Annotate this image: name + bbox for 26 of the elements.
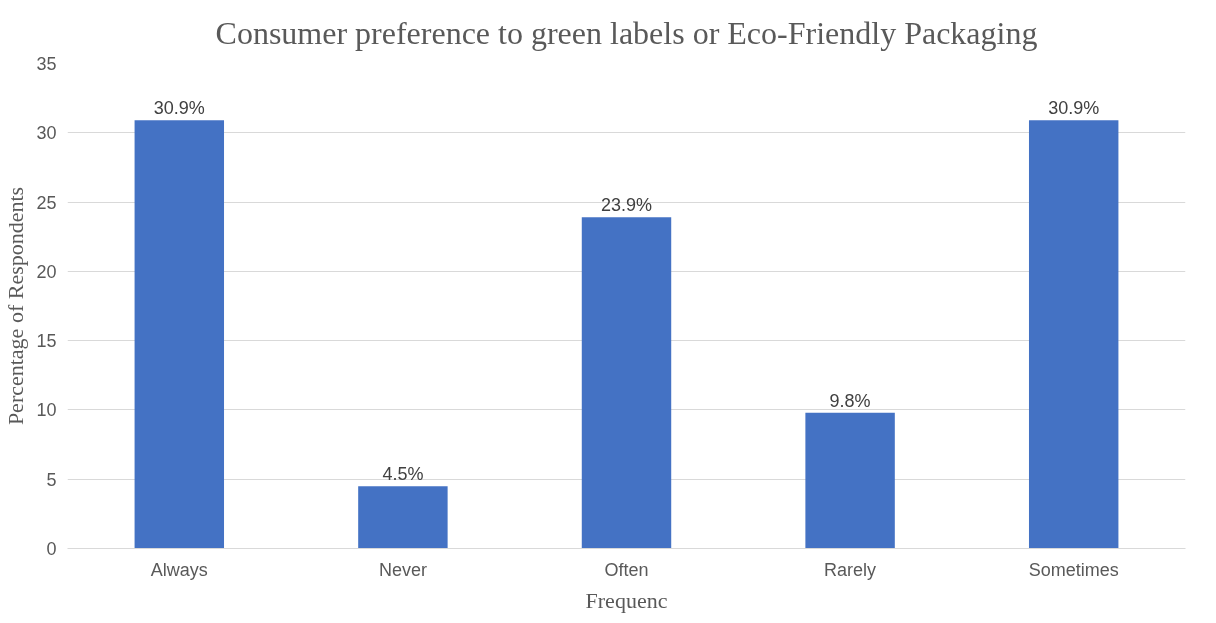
y-tick-label: 25	[36, 192, 57, 213]
x-tick-label: Sometimes	[1028, 559, 1119, 580]
data-label: 30.9%	[1048, 98, 1100, 119]
x-tick-label: Often	[604, 559, 649, 580]
data-label: 4.5%	[382, 464, 424, 485]
x-tick-label: Always	[150, 559, 208, 580]
y-tick-label: 20	[36, 261, 57, 282]
chart-title: Consumer preference to green labels or Eco-Friendly Packaging	[215, 15, 1038, 51]
x-tick-label: Never	[378, 559, 427, 580]
bar	[1028, 120, 1119, 549]
x-tick-label: Rarely	[824, 559, 877, 580]
bar	[805, 412, 895, 549]
bar	[581, 217, 672, 549]
data-label: 30.9%	[153, 98, 205, 119]
y-tick-label: 15	[36, 331, 57, 352]
y-tick-label: 35	[36, 54, 57, 74]
y-tick-label: 0	[46, 539, 57, 559]
y-tick-label: 30	[36, 123, 57, 144]
bar	[358, 486, 448, 549]
data-label: 9.8%	[829, 390, 871, 411]
bar	[134, 120, 225, 549]
y-tick-label: 5	[46, 469, 57, 490]
y-tick-label: 10	[36, 400, 57, 421]
x-axis-title: Frequenc	[585, 587, 668, 613]
y-axis-title: Percentage of Respondents	[3, 186, 29, 426]
data-label: 23.9%	[600, 195, 653, 216]
